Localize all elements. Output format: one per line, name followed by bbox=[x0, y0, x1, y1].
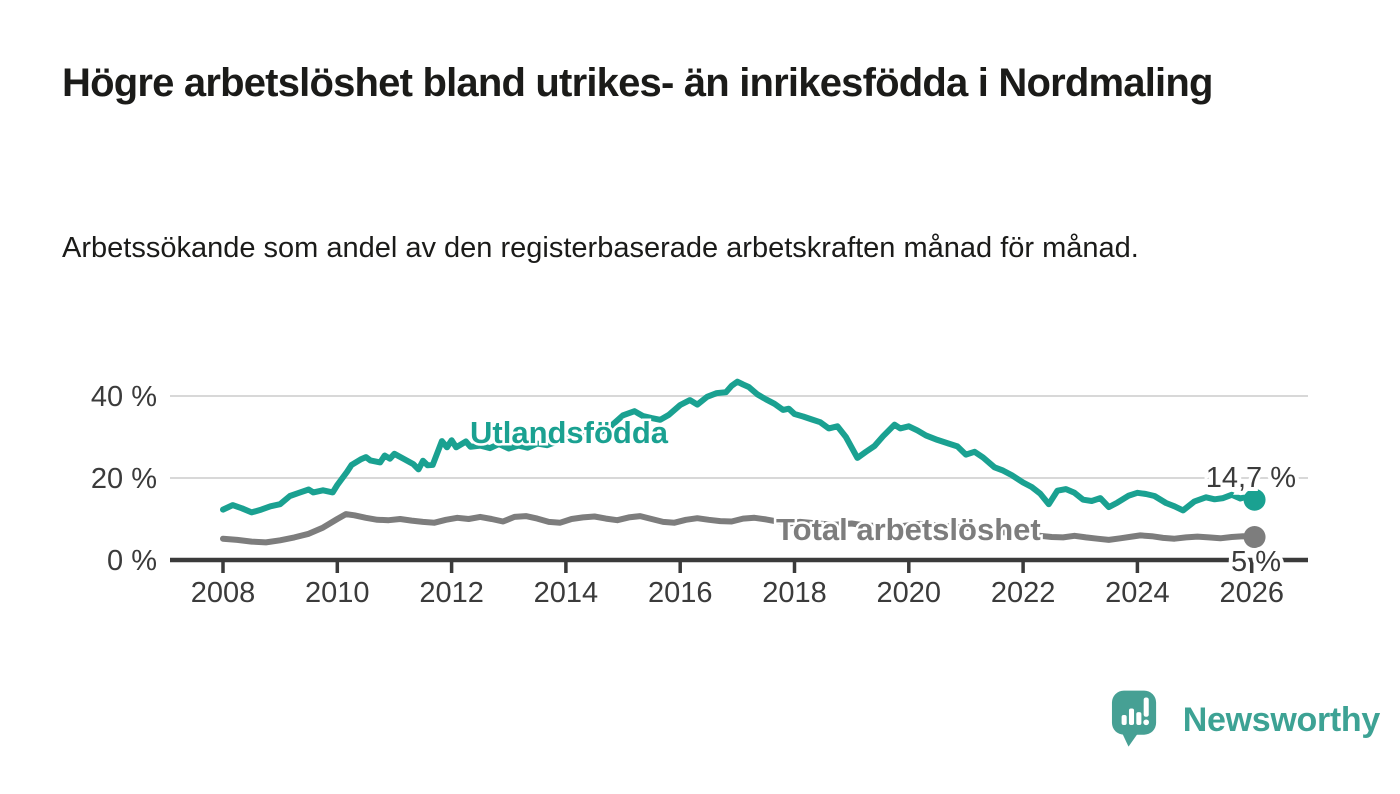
x-axis-label-2008: 2008 bbox=[191, 577, 256, 609]
x-axis-label-2014: 2014 bbox=[534, 577, 599, 609]
unemployment-chart: 0 % 20 % 40 % 2008 2010 2012 2014 2016 2018 2020 2… bbox=[91, 378, 1308, 609]
series-end-dot-1 bbox=[1243, 488, 1266, 511]
series-end-dot-0 bbox=[1243, 526, 1266, 549]
x-axis-label-2022: 2022 bbox=[991, 577, 1056, 609]
newsworthy-logo: Newsworthy bbox=[1100, 680, 1380, 760]
x-axis-label-2010: 2010 bbox=[305, 577, 370, 609]
x-axis-label-2020: 2020 bbox=[877, 577, 942, 609]
series-end-value-1: 14,7 % bbox=[1206, 462, 1296, 494]
y-axis-label-40: 40 % bbox=[91, 381, 157, 413]
series-line-0 bbox=[220, 511, 1258, 546]
x-axis-label-2018: 2018 bbox=[762, 577, 827, 609]
x-axis-label-2012: 2012 bbox=[419, 577, 484, 609]
x-axis-label-2016: 2016 bbox=[648, 577, 713, 609]
x-axis-label-2026: 2026 bbox=[1219, 577, 1284, 609]
series-end-value-0: 5 % bbox=[1231, 546, 1281, 578]
newsworthy-logo-text: Newsworthy bbox=[1182, 700, 1381, 739]
y-axis-label-0: 0 % bbox=[107, 545, 157, 577]
newsworthy-speech-bubble-barchart-icon bbox=[1111, 690, 1157, 747]
x-axis-label-2024: 2024 bbox=[1105, 577, 1170, 609]
chart-subtitle: Arbetssökande som andel av den registerb… bbox=[62, 232, 1139, 264]
chart-area: 0 % 20 % 40 % 2008 2010 2012 2014 2016 2018 2020 2… bbox=[0, 356, 1400, 626]
series-line-1 bbox=[220, 378, 1258, 516]
series-label-1: Utlandsfödda bbox=[470, 415, 669, 450]
page-title: Högre arbetslöshet bland utrikes- än inr… bbox=[62, 61, 1213, 105]
series-label-0: Total arbetslöshet bbox=[776, 512, 1041, 547]
y-axis-label-20: 20 % bbox=[91, 463, 157, 495]
